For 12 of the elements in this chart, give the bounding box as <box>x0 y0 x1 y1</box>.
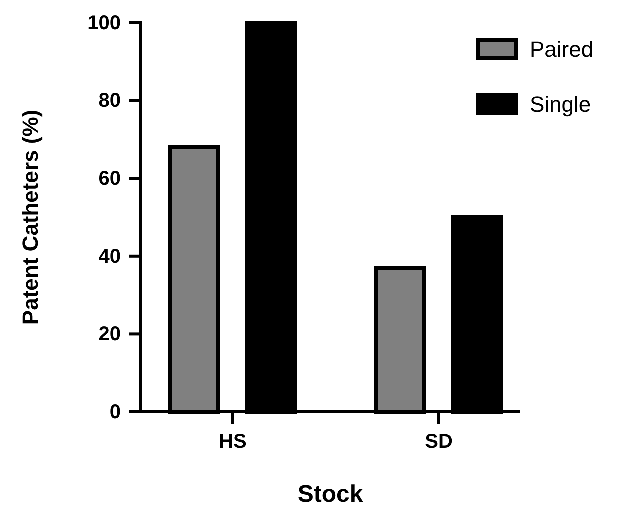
legend-label: Paired <box>530 37 594 62</box>
y-tick-label: 40 <box>98 246 121 268</box>
x-tick-label: SD <box>425 431 453 454</box>
y-tick-label: 0 <box>110 401 121 424</box>
y-tick-label: 20 <box>98 324 121 346</box>
y-axis-title: Patent Catheters (%) <box>18 110 43 326</box>
legend-label: Single <box>530 92 592 117</box>
y-tick-label: 80 <box>98 90 121 112</box>
x-axis-title: Stock <box>298 481 364 508</box>
y-tick-label: 60 <box>98 168 121 190</box>
x-tick-label: HS <box>219 431 247 454</box>
y-tick-label: 100 <box>88 12 121 34</box>
